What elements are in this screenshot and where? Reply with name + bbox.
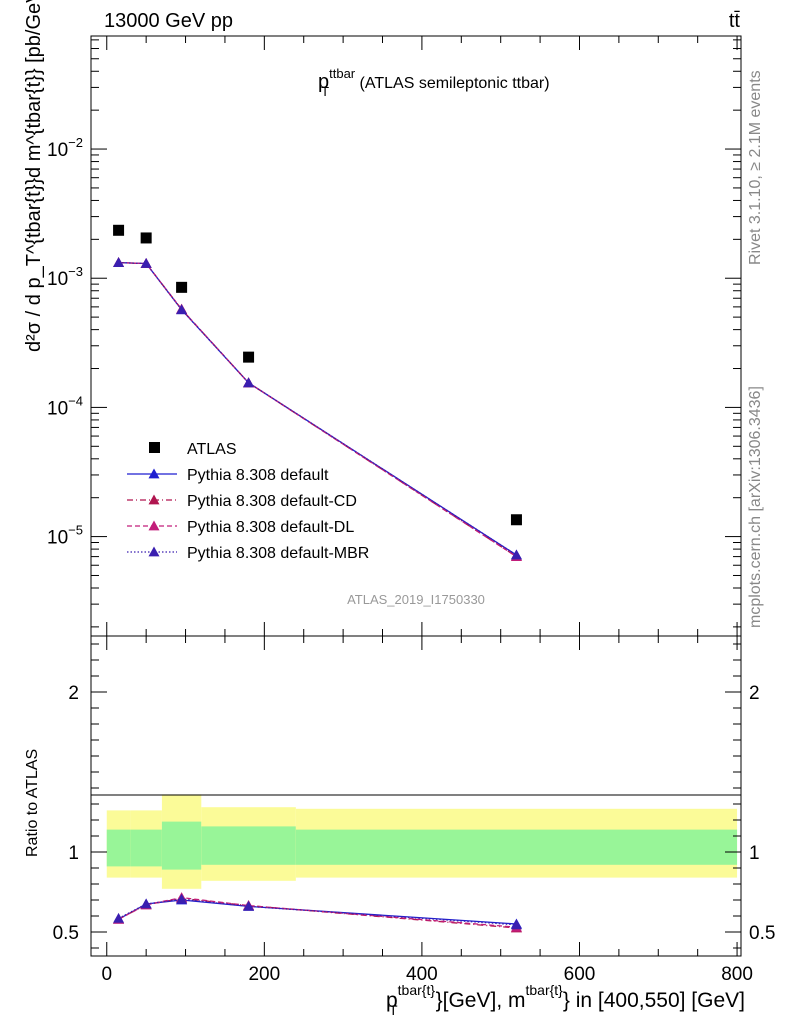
main-y-tick-label: 10−5 [47, 523, 83, 549]
ratio-marker-dot [243, 900, 255, 911]
ratio-y-tick-label: 0.5 [53, 923, 79, 944]
ratio-y-tick-label: 2 [68, 683, 79, 704]
main-title: pttbar T (ATLAS semileptonic ttbar) [318, 66, 550, 99]
x-axis-label: ptbar{t} T}[GeV], mtbar{t}} in [400,550] … [386, 982, 745, 1018]
ratio-marker-dot [510, 919, 522, 930]
ratio-marker-dot [140, 898, 152, 909]
uncertainty-bands [106, 794, 738, 889]
inner-uncertainty-band [161, 821, 202, 870]
atlas-data-point [176, 281, 188, 293]
main-y-tick-label: 10−2 [47, 135, 83, 161]
series-marker-dot [176, 304, 188, 315]
legend-label: Pythia 8.308 default-MBR [187, 545, 369, 562]
ratio-frame [90, 635, 742, 957]
ratio-panel: 0 200 400 600 800 0.5 0.5 1 1 2 2 Ratio to ATLAS p… [24, 635, 775, 1018]
source-label: mcplots.cern.ch [arXiv:1306.3436] [747, 386, 764, 628]
ratio-series [113, 892, 522, 933]
inner-uncertainty-band [106, 829, 131, 867]
ratio-y-tick-label-right: 2 [749, 683, 760, 704]
series-marker-dot [113, 257, 125, 268]
main-y-tick-label: 10−4 [47, 393, 83, 419]
x-tick-label: 0 [101, 964, 112, 985]
legend-label: ATLAS [187, 441, 237, 458]
ratio-ticks: 0 200 400 600 800 0.5 0.5 1 1 2 2 [53, 636, 775, 985]
legend-marker-dot [148, 546, 160, 557]
legend-marker-dash [148, 520, 160, 531]
x-tick-label: 600 [564, 964, 596, 985]
x-tick-label: 400 [406, 964, 438, 985]
inner-uncertainty-band [295, 829, 738, 865]
ratio-marker-dot [113, 912, 125, 923]
ratio-y-axis-label: Ratio to ATLAS [24, 749, 41, 857]
inner-uncertainty-band [201, 826, 296, 865]
main-ticks: 10−2 10−3 10−4 10−5 [47, 36, 741, 636]
x-tick-label: 800 [721, 964, 753, 985]
legend-marker-dashdot [148, 494, 160, 505]
atlas-data-point [510, 514, 522, 526]
legend-label: Pythia 8.308 default [187, 467, 329, 484]
ratio-marker-dot [176, 893, 188, 904]
legend-label: Pythia 8.308 default-CD [187, 493, 357, 510]
series-line-solid [118, 261, 517, 556]
series-marker-dot [140, 258, 152, 268]
rivet-label: Rivet 3.1.10, ≥ 2.1M events [747, 70, 764, 265]
ratio-y-tick-label-right: 1 [749, 843, 760, 864]
ratio-y-tick-label-right: 0.5 [749, 923, 775, 944]
main-y-tick-label: 10−3 [47, 264, 83, 290]
main-y-axis-label: d²σ / d p_T^{tbar{t}}d m^{tbar{t}} [pb/G… [23, 0, 45, 352]
series-marker-dot [243, 377, 255, 388]
legend: ATLAS Pythia 8.308 default Pythia 8.308 de… [127, 441, 369, 562]
x-tick-label: 200 [248, 964, 280, 985]
legend-marker-solid [148, 468, 160, 479]
main-panel: 10−2 10−3 10−4 10−5 pttbar T (ATLAS semilept… [23, 0, 742, 637]
series-line-dashdot [118, 261, 517, 558]
series-line-dash [118, 261, 517, 558]
atlas-data-point [113, 224, 125, 236]
analysis-watermark: ATLAS_2019_I1750330 [347, 592, 485, 607]
series-marker-dot [510, 549, 522, 560]
legend-marker-data [149, 442, 160, 453]
legend-label: Pythia 8.308 default-DL [187, 519, 354, 536]
inner-uncertainty-band [130, 829, 162, 867]
series-line-dot [118, 261, 517, 556]
atlas-data-point [243, 351, 255, 363]
atlas-data-point [140, 232, 152, 244]
main-series [113, 224, 522, 561]
ratio-y-tick-label: 1 [68, 843, 79, 864]
process-label: tt̄ [729, 10, 741, 32]
energy-label: 13000 GeV pp [104, 10, 233, 32]
